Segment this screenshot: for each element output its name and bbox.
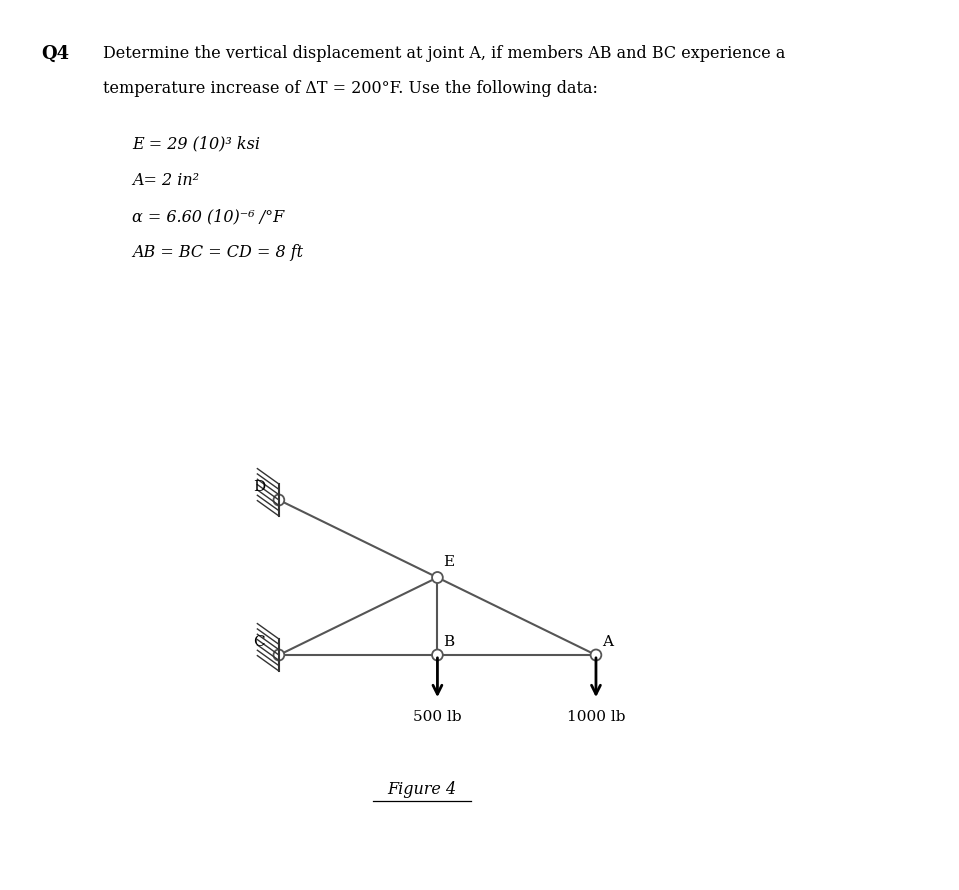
Circle shape (273, 650, 284, 660)
Circle shape (591, 650, 601, 660)
Text: E = 29 (10)³ ksi: E = 29 (10)³ ksi (132, 135, 260, 152)
Text: Determine the vertical displacement at joint A, if members AB and BC experience : Determine the vertical displacement at j… (103, 45, 785, 62)
Text: α = 6.60 (10)⁻⁶ /°F: α = 6.60 (10)⁻⁶ /°F (132, 208, 285, 225)
Text: Q4: Q4 (41, 45, 69, 63)
Text: A: A (602, 635, 613, 649)
Text: A= 2 in²: A= 2 in² (132, 172, 199, 189)
Text: 500 lb: 500 lb (413, 710, 461, 724)
Text: B: B (444, 635, 455, 649)
Text: 1000 lb: 1000 lb (567, 710, 625, 724)
Circle shape (433, 572, 443, 583)
Text: AB = BC = CD = 8 ft: AB = BC = CD = 8 ft (132, 244, 303, 261)
Text: Figure 4: Figure 4 (387, 781, 456, 798)
Text: C: C (253, 635, 265, 649)
Circle shape (273, 495, 284, 506)
Text: temperature increase of ΔT = 200°F. Use the following data:: temperature increase of ΔT = 200°F. Use … (103, 80, 597, 97)
Text: D: D (253, 480, 266, 494)
Text: E: E (444, 555, 455, 570)
Circle shape (433, 650, 443, 660)
